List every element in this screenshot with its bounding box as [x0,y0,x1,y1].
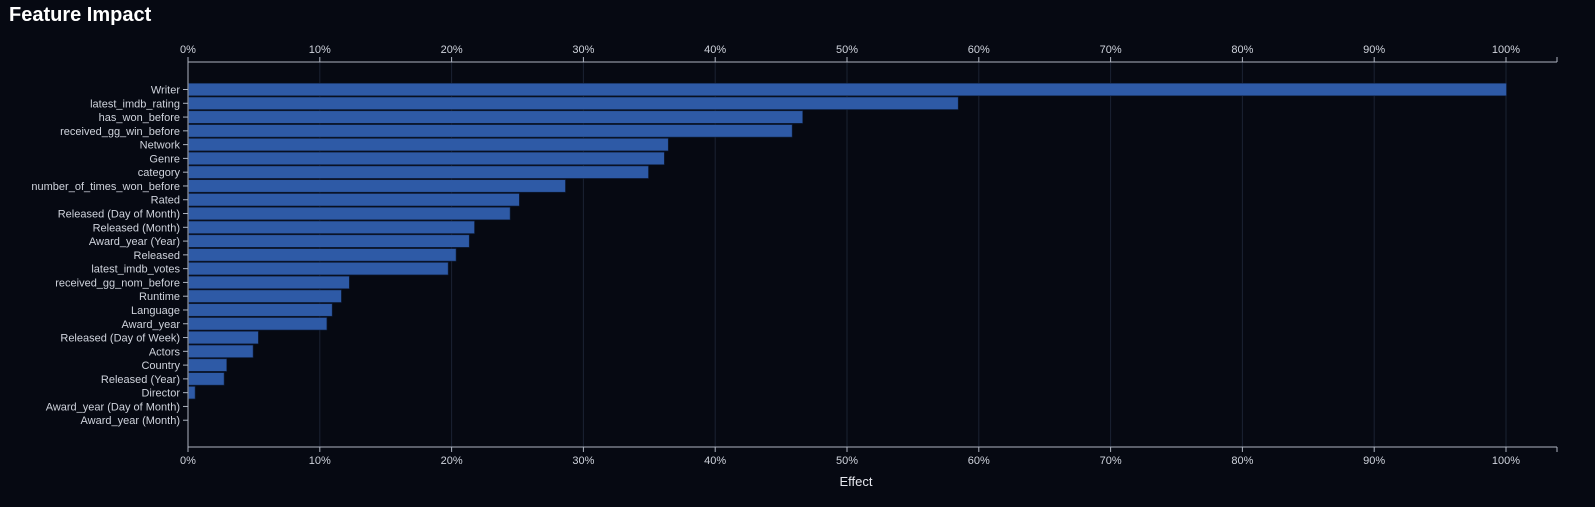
category-label: received_gg_win_before [60,126,180,138]
bottom-axis-tick-label: 80% [1231,455,1253,467]
category-label: Network [140,140,181,152]
category-label: Language [131,305,180,317]
bar[interactable] [188,179,566,193]
bottom-axis-tick-label: 20% [441,455,463,467]
bar[interactable] [188,82,1507,97]
bottom-axis-tick-label: 100% [1492,455,1520,467]
category-label: Released (Day of Week) [60,333,180,345]
top-axis-tick-label: 80% [1231,44,1253,56]
category-label: Actors [149,346,181,358]
bar[interactable] [188,358,228,372]
bar[interactable] [188,138,669,152]
bars-layer [188,82,1507,400]
bar[interactable] [188,96,959,110]
bar[interactable] [188,386,196,400]
top-axis-tick-label: 0% [180,44,196,56]
top-axis-tick-label: 100% [1492,44,1520,56]
bar[interactable] [188,248,457,262]
category-label: Award_year (Year) [89,236,180,248]
category-label: number_of_times_won_before [31,181,180,193]
page-title: Feature Impact [9,4,152,26]
bar[interactable] [188,330,259,345]
bottom-axis-tick-label: 60% [968,455,990,467]
top-axis-tick-label: 40% [704,44,726,56]
top-axis-tick-label: 10% [309,44,331,56]
bar[interactable] [188,372,225,386]
bar[interactable] [188,193,520,207]
bar[interactable] [188,165,649,179]
axis-layer: 0% 0% 10% 10% 20% 20% 30% 30% 40% 40% 50% 50% 60% 60%… [180,44,1558,467]
top-axis-tick-label: 70% [1100,44,1122,56]
bar[interactable] [188,110,803,124]
category-label: Released (Month) [93,222,180,234]
category-label: Released [134,250,180,262]
x-axis-title: Effect [839,474,872,489]
bar[interactable] [188,220,475,234]
category-label: received_gg_nom_before [55,277,180,289]
category-label: Writer [151,85,180,97]
category-label: Award_year [122,319,181,331]
bar[interactable] [188,151,665,165]
category-label: Award_year (Day of Month) [46,401,180,413]
top-axis-tick-label: 90% [1363,44,1385,56]
bottom-axis-tick-label: 0% [180,455,196,467]
category-label: latest_imdb_votes [91,264,180,276]
bottom-axis-tick-label: 50% [836,455,858,467]
top-axis-tick-label: 30% [572,44,594,56]
bottom-axis-tick-label: 40% [704,455,726,467]
top-axis-tick-label: 50% [836,44,858,56]
bar[interactable] [188,234,470,248]
bar[interactable] [188,317,328,331]
category-label: Director [141,388,180,400]
bar[interactable] [188,124,793,138]
category-label: Runtime [139,291,180,303]
bar[interactable] [188,303,333,317]
bottom-axis-tick-label: 90% [1363,455,1385,467]
bar[interactable] [188,344,254,358]
bottom-axis-tick-label: 30% [572,455,594,467]
bar[interactable] [188,206,511,221]
category-label: has_won_before [99,112,180,124]
category-label: latest_imdb_rating [90,98,180,110]
bar[interactable] [188,289,342,303]
category-label: Released (Year) [101,374,180,386]
category-label: Released (Day of Month) [58,209,180,221]
top-axis-tick-label: 60% [968,44,990,56]
category-label: Rated [151,195,180,207]
category-label: Award_year (Month) [81,415,180,427]
category-label: Country [141,360,180,372]
top-axis-tick-label: 20% [441,44,463,56]
bottom-axis-tick-label: 10% [309,455,331,467]
bar[interactable] [188,275,350,289]
bar[interactable] [188,262,449,276]
category-label: Genre [149,153,180,165]
category-label: category [138,167,181,179]
bottom-axis-tick-label: 70% [1100,455,1122,467]
